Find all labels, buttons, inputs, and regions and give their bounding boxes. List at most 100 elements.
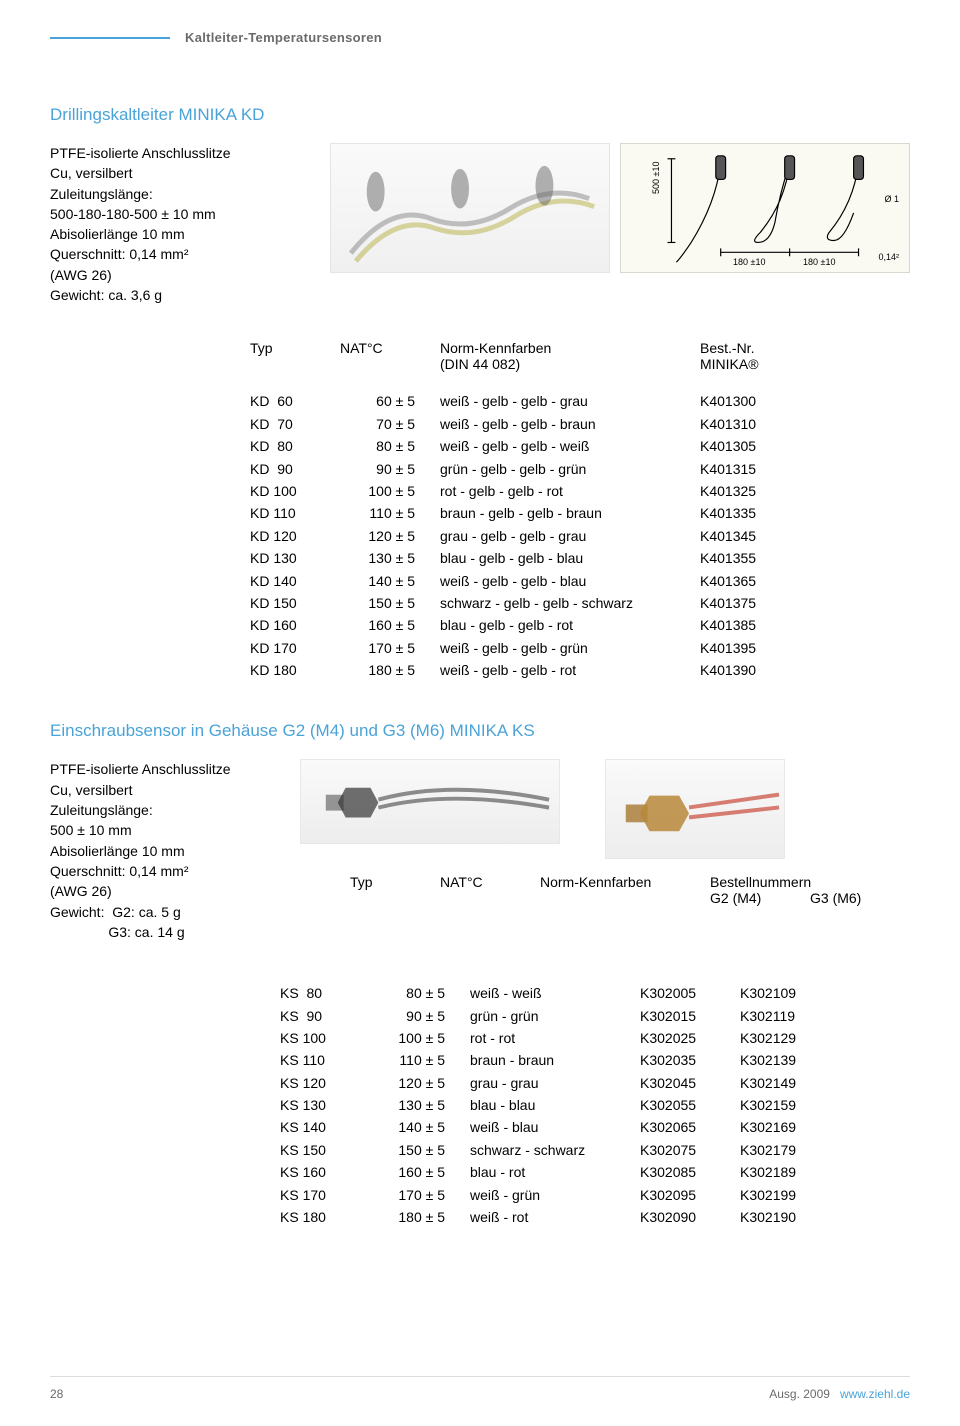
- cell-nat: 150 ± 5: [370, 1139, 470, 1161]
- table-row: KD 6060 ± 5weiß - gelb - gelb - grauK401…: [250, 390, 910, 412]
- cell-nat: 100 ± 5: [370, 1027, 470, 1049]
- section2-images: [300, 759, 910, 859]
- table-row: KD 100100 ± 5rot - gelb - gelb - rotK401…: [250, 480, 910, 502]
- spec-line: Gewicht: ca. 3,6 g: [50, 285, 310, 305]
- cell-best: K401345: [700, 525, 800, 547]
- cell-norm: weiß - rot: [470, 1206, 640, 1228]
- section2-table: KS 8080 ± 5weiß - weißK302005K302109KS 9…: [280, 982, 910, 1228]
- cell-g2: K302085: [640, 1161, 740, 1183]
- cell-typ: KD 60: [250, 390, 340, 412]
- table-row: KS 160160 ± 5blau - rotK302085K302189: [280, 1161, 910, 1183]
- section1-title: Drillingskaltleiter MINIKA KD: [50, 105, 910, 125]
- cell-g2: K302090: [640, 1206, 740, 1228]
- cell-nat: 60 ± 5: [340, 390, 440, 412]
- cell-best: K401385: [700, 614, 800, 636]
- cell-g3: K302159: [740, 1094, 840, 1116]
- table-row: KS 8080 ± 5weiß - weißK302005K302109: [280, 982, 910, 1004]
- spec-line: G3: ca. 14 g: [50, 922, 280, 942]
- footer-right: Ausg. 2009 www.ziehl.de: [769, 1387, 910, 1401]
- cell-nat: 80 ± 5: [340, 435, 440, 457]
- cell-norm: weiß - gelb - gelb - rot: [440, 659, 700, 681]
- cell-g2: K302005: [640, 982, 740, 1004]
- cell-best: K401365: [700, 570, 800, 592]
- page-root: Kaltleiter-Temperatursensoren Drillingsk…: [0, 0, 960, 1426]
- cell-typ: KD 90: [250, 458, 340, 480]
- section1-diagram: 500 ±10 180 ±10 180 ±10 Ø 1 0,14²: [620, 143, 910, 273]
- section2-photo-g3: [605, 759, 785, 859]
- cell-nat: 130 ± 5: [340, 547, 440, 569]
- cell-typ: KS 80: [280, 982, 370, 1004]
- cell-g2: K302045: [640, 1072, 740, 1094]
- table-row: KD 120120 ± 5grau - gelb - gelb - grauK4…: [250, 525, 910, 547]
- cell-typ: KS 170: [280, 1184, 370, 1206]
- table-row: KD 140140 ± 5weiß - gelb - gelb - blauK4…: [250, 570, 910, 592]
- cell-g2: K302025: [640, 1027, 740, 1049]
- table-row: KD 160160 ± 5blau - gelb - gelb - rotK40…: [250, 614, 910, 636]
- th2-norm: Norm-Kennfarben: [540, 874, 710, 906]
- section2-photo-g2: [300, 759, 560, 844]
- header-category: Kaltleiter-Temperatursensoren: [185, 30, 382, 45]
- footer-edition: Ausg. 2009: [769, 1387, 830, 1401]
- cell-g2: K302035: [640, 1049, 740, 1071]
- table-row: KS 170170 ± 5weiß - grünK302095K302199: [280, 1184, 910, 1206]
- cell-g3: K302139: [740, 1049, 840, 1071]
- table-row: KD 7070 ± 5weiß - gelb - gelb - braunK40…: [250, 413, 910, 435]
- cell-nat: 120 ± 5: [370, 1072, 470, 1094]
- cell-norm: blau - blau: [470, 1094, 640, 1116]
- table-row: KD 170170 ± 5weiß - gelb - gelb - grünK4…: [250, 637, 910, 659]
- spec-line: Cu, versilbert: [50, 780, 280, 800]
- table-row: KD 130130 ± 5blau - gelb - gelb - blauK4…: [250, 547, 910, 569]
- cell-nat: 160 ± 5: [340, 614, 440, 636]
- section2-right-block: Typ NAT°C Norm-Kennfarben Bestellnummern…: [300, 759, 910, 952]
- cell-g2: K302075: [640, 1139, 740, 1161]
- cell-g3: K302169: [740, 1116, 840, 1138]
- table2-header-wrap: Typ NAT°C Norm-Kennfarben Bestellnummern…: [350, 874, 910, 906]
- cell-best: K401325: [700, 480, 800, 502]
- spec-line: Zuleitungslänge:: [50, 184, 310, 204]
- spec-line: PTFE-isolierte Anschlusslitze: [50, 143, 310, 163]
- cell-typ: KD 130: [250, 547, 340, 569]
- table2-body: KS 8080 ± 5weiß - weißK302005K302109KS 9…: [280, 982, 910, 1228]
- spec-line: Abisolierlänge 10 mm: [50, 841, 280, 861]
- cell-typ: KS 130: [280, 1094, 370, 1116]
- th2-g2: G2 (M4): [710, 890, 810, 906]
- section1-images: 500 ±10 180 ±10 180 ±10 Ø 1 0,14²: [330, 143, 910, 315]
- cell-norm: weiß - gelb - gelb - braun: [440, 413, 700, 435]
- cell-best: K401355: [700, 547, 800, 569]
- section2-specs-block: PTFE-isolierte AnschlusslitzeCu, versilb…: [50, 759, 280, 952]
- table-row: KD 150150 ± 5schwarz - gelb - gelb - sch…: [250, 592, 910, 614]
- cell-typ: KD 150: [250, 592, 340, 614]
- table-row: KS 100100 ± 5rot - rotK302025K302129: [280, 1027, 910, 1049]
- cell-nat: 140 ± 5: [370, 1116, 470, 1138]
- cell-g3: K302129: [740, 1027, 840, 1049]
- footer-page: 28: [50, 1387, 63, 1401]
- table-row: KS 150150 ± 5schwarz - schwarzK302075K30…: [280, 1139, 910, 1161]
- cell-norm: grau - grau: [470, 1072, 640, 1094]
- cell-typ: KD 140: [250, 570, 340, 592]
- footer-url: www.ziehl.de: [840, 1387, 910, 1401]
- diagram-cross: 0,14²: [878, 252, 899, 262]
- cell-g3: K302199: [740, 1184, 840, 1206]
- spec-line: (AWG 26): [50, 881, 280, 901]
- cell-nat: 80 ± 5: [370, 982, 470, 1004]
- cell-nat: 160 ± 5: [370, 1161, 470, 1183]
- table1-body: KD 6060 ± 5weiß - gelb - gelb - grauK401…: [250, 390, 910, 681]
- cell-nat: 110 ± 5: [340, 502, 440, 524]
- cell-g3: K302109: [740, 982, 840, 1004]
- th2-best: Bestellnummern: [710, 874, 910, 890]
- cell-g2: K302015: [640, 1005, 740, 1027]
- cell-typ: KD 110: [250, 502, 340, 524]
- section2-title: Einschraubsensor in Gehäuse G2 (M4) und …: [50, 721, 910, 741]
- cell-norm: rot - rot: [470, 1027, 640, 1049]
- cell-norm: braun - gelb - gelb - braun: [440, 502, 700, 524]
- th2-nat: NAT°C: [440, 874, 540, 906]
- cell-typ: KD 170: [250, 637, 340, 659]
- th2-typ: Typ: [350, 874, 440, 906]
- spec-line: 500-180-180-500 ± 10 mm: [50, 204, 310, 224]
- cell-norm: rot - gelb - gelb - rot: [440, 480, 700, 502]
- th-best-sub: MINIKA®: [700, 356, 759, 372]
- cell-g3: K302179: [740, 1139, 840, 1161]
- cell-typ: KD 80: [250, 435, 340, 457]
- th-norm: Norm-Kennfarben (DIN 44 082): [440, 340, 700, 372]
- cell-norm: weiß - weiß: [470, 982, 640, 1004]
